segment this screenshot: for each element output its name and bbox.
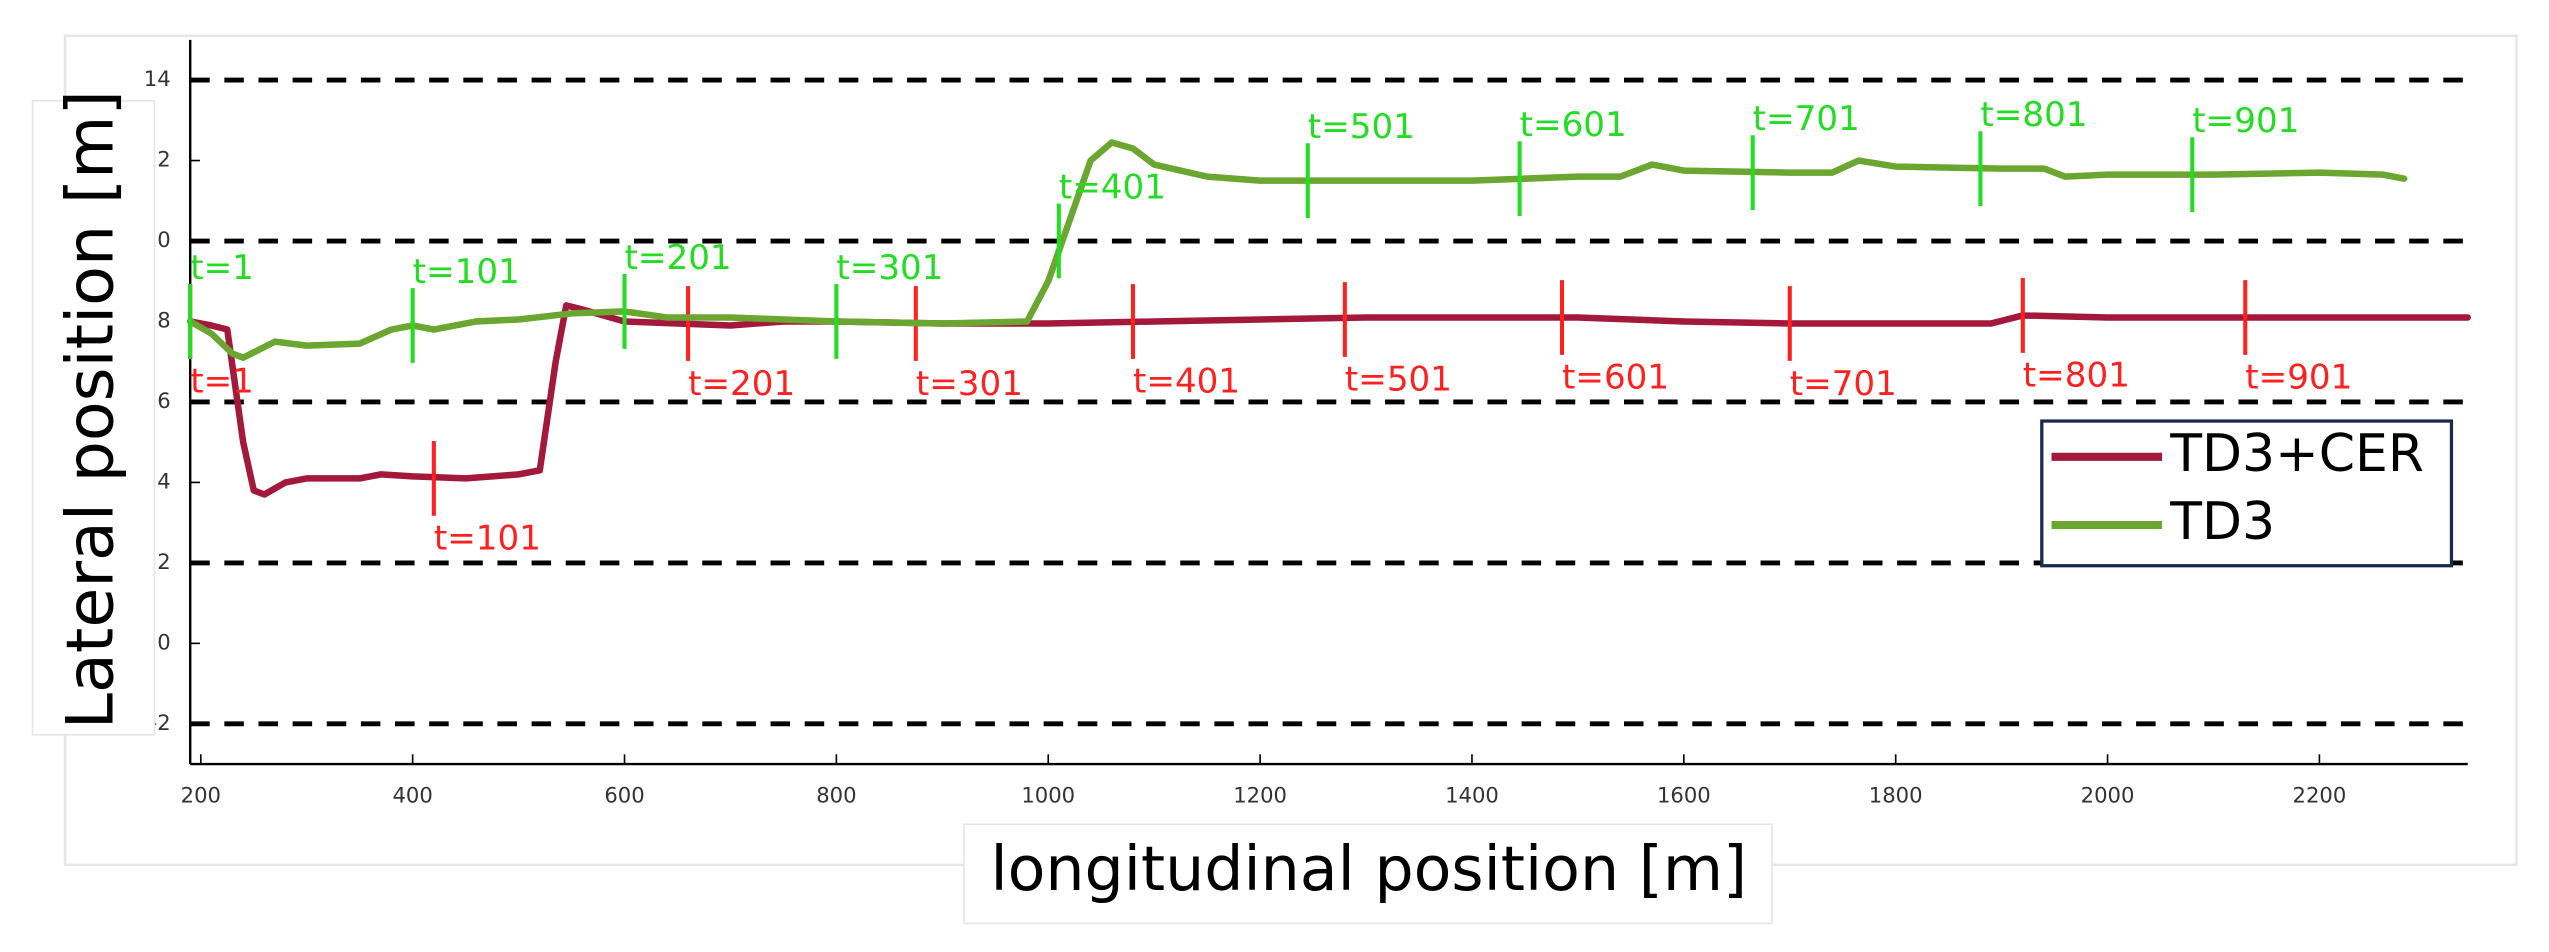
y-axis-label: Lateral position [m] [53, 90, 128, 729]
time-label: t=201 [688, 364, 795, 404]
time-label: t=701 [1790, 364, 1897, 404]
trajectory-line [186, 139, 2408, 361]
time-label: t=1 [190, 362, 254, 402]
time-label: t=601 [1520, 105, 1627, 145]
x-tick-label: 2000 [2081, 783, 2135, 808]
time-label: t=801 [2023, 356, 2130, 396]
time-label: t=101 [434, 519, 541, 559]
time-label: t=401 [1059, 167, 1166, 207]
x-tick-label: 200 [181, 783, 221, 808]
time-label: t=101 [413, 252, 520, 292]
x-tick-label: 400 [392, 783, 432, 808]
y-tick-label: 8 [157, 307, 170, 332]
time-label: t=901 [2245, 358, 2352, 398]
time-label: t=301 [836, 248, 943, 288]
trajectory-line [186, 302, 2471, 498]
y-tick-label: 6 [157, 388, 170, 413]
x-tick-label: 1200 [1233, 783, 1287, 808]
y-tick-label: 2 [157, 549, 170, 574]
x-tick-label: 2200 [2293, 783, 2347, 808]
x-tick-label: 1800 [1869, 783, 1923, 808]
x-axis-label: longitudinal position [m] [990, 833, 1747, 905]
x-tick-label: 1000 [1021, 783, 1075, 808]
x-label-panel [963, 823, 1773, 925]
time-label: t=501 [1308, 107, 1415, 147]
legend-label: TD3+CER [2169, 424, 2424, 484]
time-label: t=901 [2192, 101, 2299, 141]
time-label: t=201 [625, 238, 732, 278]
time-label: t=1 [190, 248, 254, 288]
legend-box [2040, 419, 2454, 568]
y-tick-label: 4 [157, 468, 170, 493]
x-tick-label: 800 [816, 783, 856, 808]
time-label: t=701 [1753, 99, 1860, 139]
x-tick-label: 1400 [1445, 783, 1499, 808]
time-label: t=301 [916, 364, 1023, 404]
y-tick-label: 14 [144, 66, 171, 91]
y-label-panel [31, 99, 156, 736]
x-tick-label: 600 [604, 783, 644, 808]
time-label: t=801 [1980, 95, 2087, 135]
time-label: t=601 [1562, 358, 1669, 398]
time-label: t=501 [1345, 360, 1452, 400]
x-tick-label: 1600 [1657, 783, 1711, 808]
y-tick-label: 0 [157, 629, 170, 654]
legend: TD3+CER TD3 [2040, 419, 2454, 568]
legend-label: TD3 [2169, 492, 2275, 552]
time-label: t=401 [1133, 362, 1240, 402]
